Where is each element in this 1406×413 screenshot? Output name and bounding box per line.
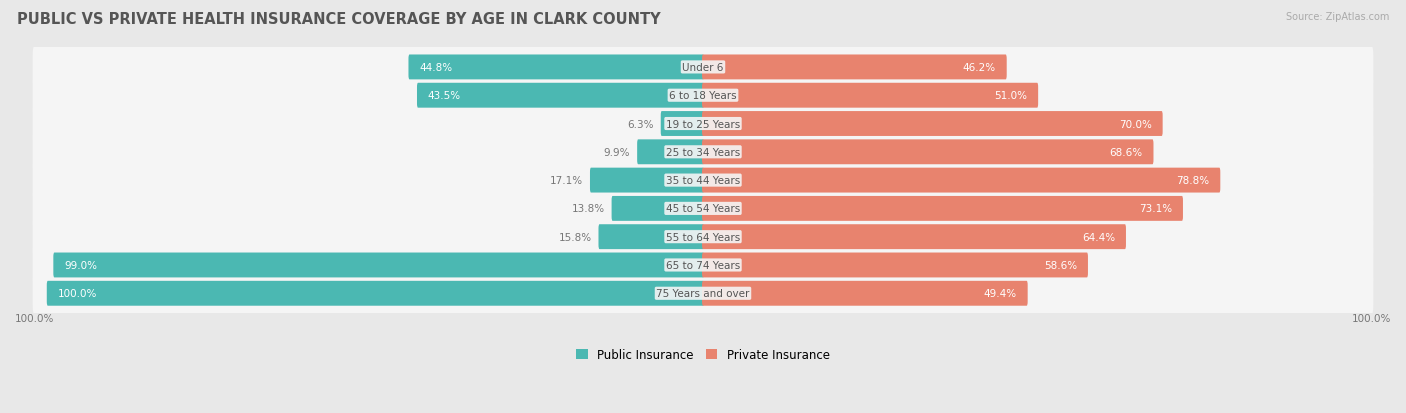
Text: 6 to 18 Years: 6 to 18 Years — [669, 91, 737, 101]
Legend: Public Insurance, Private Insurance: Public Insurance, Private Insurance — [571, 343, 835, 366]
FancyBboxPatch shape — [32, 47, 1374, 89]
Text: 13.8%: 13.8% — [572, 204, 605, 214]
FancyBboxPatch shape — [702, 225, 1126, 249]
FancyBboxPatch shape — [702, 168, 1220, 193]
FancyBboxPatch shape — [637, 140, 704, 165]
Text: 25 to 34 Years: 25 to 34 Years — [666, 147, 740, 157]
FancyBboxPatch shape — [46, 281, 704, 306]
FancyBboxPatch shape — [32, 188, 1374, 230]
FancyBboxPatch shape — [32, 273, 1374, 314]
Text: 45 to 54 Years: 45 to 54 Years — [666, 204, 740, 214]
FancyBboxPatch shape — [32, 244, 1374, 286]
FancyBboxPatch shape — [32, 160, 1374, 202]
Text: 70.0%: 70.0% — [1119, 119, 1152, 129]
Text: 64.4%: 64.4% — [1083, 232, 1115, 242]
Text: 100.0%: 100.0% — [58, 289, 97, 299]
Text: 100.0%: 100.0% — [15, 313, 55, 323]
Text: PUBLIC VS PRIVATE HEALTH INSURANCE COVERAGE BY AGE IN CLARK COUNTY: PUBLIC VS PRIVATE HEALTH INSURANCE COVER… — [17, 12, 661, 27]
Text: 44.8%: 44.8% — [419, 63, 453, 73]
Text: 19 to 25 Years: 19 to 25 Years — [666, 119, 740, 129]
FancyBboxPatch shape — [32, 132, 1374, 173]
FancyBboxPatch shape — [599, 225, 704, 249]
Text: 9.9%: 9.9% — [603, 147, 630, 157]
Text: 35 to 44 Years: 35 to 44 Years — [666, 176, 740, 186]
FancyBboxPatch shape — [702, 253, 1088, 278]
FancyBboxPatch shape — [612, 197, 704, 221]
Text: 100.0%: 100.0% — [1351, 313, 1391, 323]
FancyBboxPatch shape — [702, 140, 1153, 165]
FancyBboxPatch shape — [702, 55, 1007, 80]
Text: 78.8%: 78.8% — [1177, 176, 1209, 186]
FancyBboxPatch shape — [32, 216, 1374, 258]
FancyBboxPatch shape — [591, 168, 704, 193]
Text: 65 to 74 Years: 65 to 74 Years — [666, 260, 740, 271]
Text: Source: ZipAtlas.com: Source: ZipAtlas.com — [1285, 12, 1389, 22]
FancyBboxPatch shape — [418, 83, 704, 108]
FancyBboxPatch shape — [702, 83, 1038, 108]
Text: 46.2%: 46.2% — [963, 63, 995, 73]
FancyBboxPatch shape — [661, 112, 704, 137]
Text: 17.1%: 17.1% — [550, 176, 583, 186]
Text: 75 Years and over: 75 Years and over — [657, 289, 749, 299]
Text: 49.4%: 49.4% — [984, 289, 1017, 299]
FancyBboxPatch shape — [409, 55, 704, 80]
FancyBboxPatch shape — [702, 112, 1163, 137]
Text: 73.1%: 73.1% — [1139, 204, 1173, 214]
Text: 51.0%: 51.0% — [994, 91, 1028, 101]
Text: 68.6%: 68.6% — [1109, 147, 1143, 157]
Text: Under 6: Under 6 — [682, 63, 724, 73]
Text: 58.6%: 58.6% — [1045, 260, 1077, 271]
FancyBboxPatch shape — [32, 75, 1374, 117]
Text: 55 to 64 Years: 55 to 64 Years — [666, 232, 740, 242]
FancyBboxPatch shape — [702, 197, 1182, 221]
Text: 6.3%: 6.3% — [627, 119, 654, 129]
Text: 99.0%: 99.0% — [65, 260, 97, 271]
Text: 15.8%: 15.8% — [558, 232, 592, 242]
Text: 43.5%: 43.5% — [427, 91, 461, 101]
FancyBboxPatch shape — [702, 281, 1028, 306]
FancyBboxPatch shape — [53, 253, 704, 278]
FancyBboxPatch shape — [32, 103, 1374, 145]
